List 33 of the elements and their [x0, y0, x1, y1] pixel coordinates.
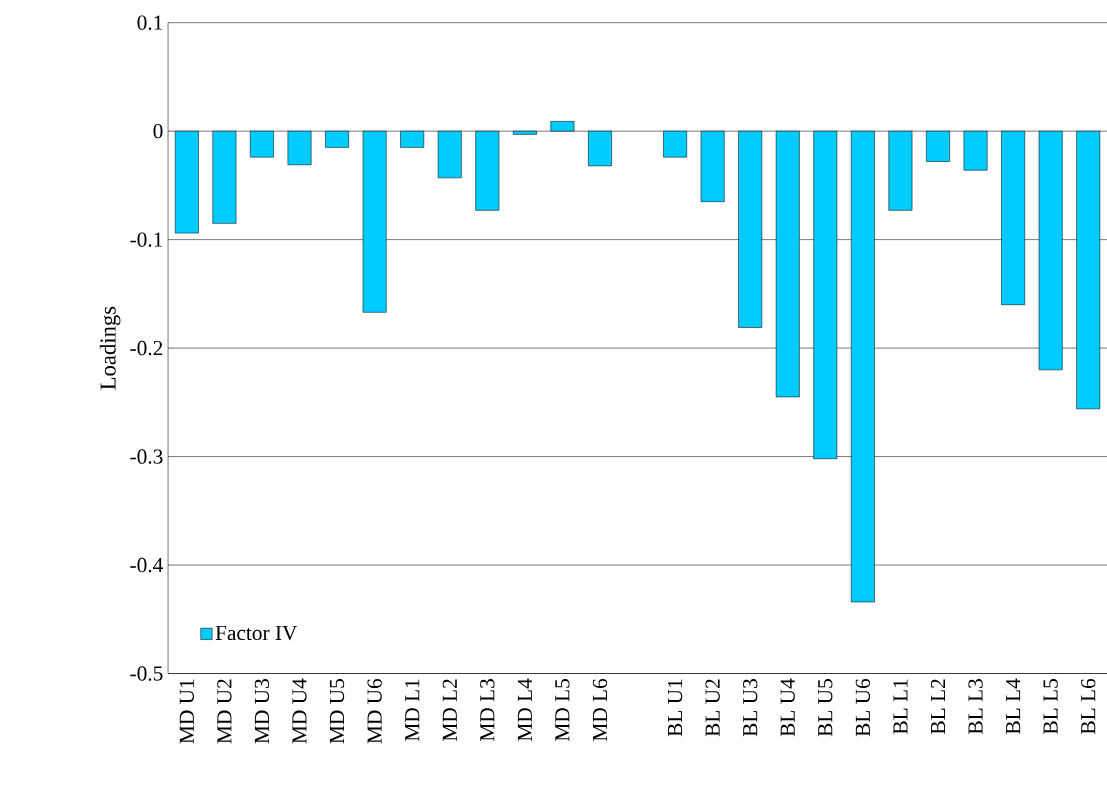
x-tick-label: BL U6: [855, 678, 871, 737]
x-tick-label: BL U2: [705, 679, 720, 737]
x-tick-label: MD L6: [592, 678, 608, 741]
y-axis-title: Loadings: [99, 306, 121, 390]
x-tick-label: BL U5: [818, 678, 833, 737]
x-tick-label: BL L4: [1006, 678, 1021, 734]
y-tick-label: -0.5: [130, 666, 163, 681]
x-tick-label: MD U6: [367, 678, 382, 744]
x-tick-label: BL L3: [968, 678, 983, 734]
x-tick-label: MD L2: [442, 679, 457, 741]
y-tick-label: -0.2: [130, 340, 163, 356]
x-tick-label: BL L6: [1081, 678, 1096, 734]
x-tick-label: MD L1: [405, 679, 420, 741]
x-tick-label: MD L4: [517, 678, 532, 741]
x-tick-label: MD U3: [254, 679, 270, 744]
x-tick-label: MD U2: [217, 679, 232, 744]
x-tick-label: BL L5: [1043, 678, 1058, 734]
y-tick-label: -0.1: [130, 232, 163, 247]
y-tick-label: 0.1: [137, 15, 163, 30]
x-tick-label: MD L3: [480, 679, 495, 741]
x-tick-label: BL U1: [667, 679, 683, 737]
x-tick-label: MD L5: [555, 679, 570, 741]
y-tick-label: -0.4: [130, 557, 164, 573]
x-tick-label: BL L1: [893, 679, 908, 734]
legend-label: Factor IV: [215, 625, 298, 641]
y-tick-label: 0: [153, 123, 163, 139]
y-tick-label: -0.3: [130, 449, 163, 464]
x-tick-label: MD U5: [329, 679, 345, 744]
x-tick-label: MD U4: [292, 678, 307, 744]
x-tick-label: MD U1: [179, 679, 194, 744]
x-tick-label: BL U4: [780, 678, 795, 737]
x-tick-label: BL L2: [930, 679, 946, 734]
x-tick-label: BL U3: [743, 678, 758, 737]
